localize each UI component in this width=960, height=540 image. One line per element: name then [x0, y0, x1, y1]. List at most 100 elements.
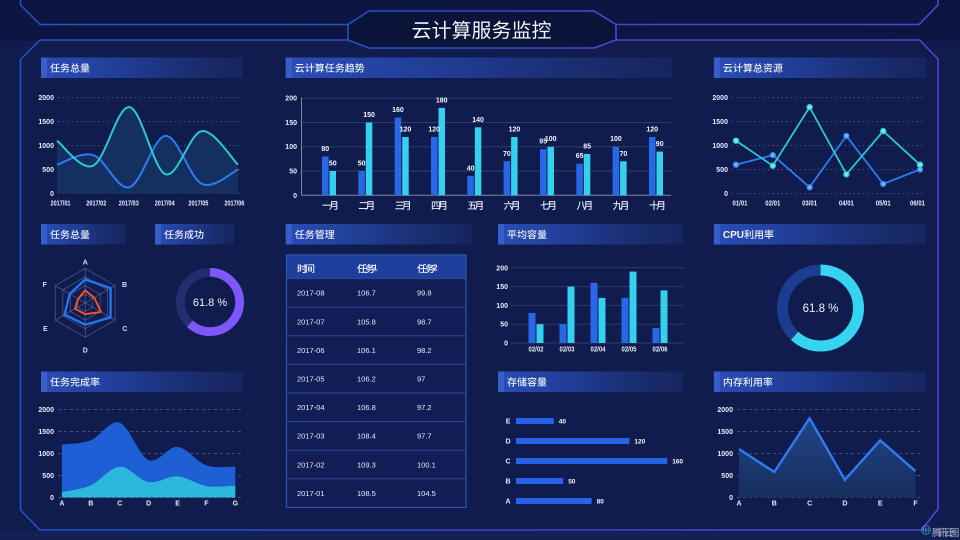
svg-text:108.5: 108.5	[357, 489, 376, 498]
svg-text:100: 100	[285, 144, 297, 151]
svg-text:160: 160	[672, 459, 683, 466]
svg-text:02/05: 02/05	[622, 347, 637, 354]
svg-text:2017-07: 2017-07	[297, 317, 325, 326]
svg-text:99.8: 99.8	[417, 289, 432, 298]
svg-text:C: C	[117, 501, 122, 508]
svg-text:2017-05: 2017-05	[297, 375, 325, 384]
svg-text:120: 120	[646, 127, 658, 134]
svg-text:97.7: 97.7	[417, 432, 432, 441]
svg-text:120: 120	[400, 127, 412, 134]
svg-text:40: 40	[559, 419, 567, 426]
svg-text:02/04: 02/04	[591, 347, 606, 354]
svg-text:2017-08: 2017-08	[297, 289, 325, 298]
svg-text:2000: 2000	[712, 95, 728, 102]
svg-text:61.8 %: 61.8 %	[803, 303, 839, 315]
svg-text:2000: 2000	[38, 407, 54, 414]
svg-text:160: 160	[392, 107, 404, 114]
svg-text:CPU: CPU	[723, 230, 744, 241]
svg-text:2017/02: 2017/02	[86, 201, 106, 208]
svg-text:E: E	[878, 501, 883, 508]
svg-text:150: 150	[496, 284, 508, 291]
svg-text:F: F	[913, 501, 918, 508]
svg-text:50: 50	[568, 479, 576, 486]
svg-text:2017/04: 2017/04	[155, 201, 175, 208]
svg-text:B: B	[772, 501, 777, 508]
svg-text:2017/05: 2017/05	[188, 201, 208, 208]
svg-text:02/02: 02/02	[529, 347, 544, 354]
svg-text:2017/03: 2017/03	[119, 201, 139, 208]
svg-text:2017-06: 2017-06	[297, 346, 325, 355]
svg-text:70: 70	[503, 151, 511, 158]
svg-text:2017/06: 2017/06	[224, 201, 244, 208]
svg-text:80: 80	[597, 499, 605, 506]
svg-text:C: C	[122, 326, 127, 333]
svg-text:0: 0	[504, 341, 508, 348]
svg-text:98.7: 98.7	[417, 317, 432, 326]
svg-text:1000: 1000	[38, 143, 54, 150]
svg-text:2017-04: 2017-04	[297, 403, 325, 412]
svg-text:50: 50	[500, 322, 508, 329]
svg-text:E: E	[506, 419, 511, 426]
svg-text:50: 50	[358, 161, 366, 168]
svg-text:03/01: 03/01	[802, 201, 817, 208]
svg-text:E: E	[43, 326, 48, 333]
svg-text:2017-02: 2017-02	[297, 460, 325, 469]
svg-text:106.7: 106.7	[357, 289, 376, 298]
svg-text:D: D	[146, 501, 151, 508]
svg-text:2017-03: 2017-03	[297, 432, 325, 441]
svg-text:61.8 %: 61.8 %	[193, 297, 227, 309]
svg-text:150: 150	[285, 120, 297, 127]
svg-text:97: 97	[417, 375, 425, 384]
svg-text:200: 200	[285, 96, 297, 103]
svg-text:E: E	[175, 501, 180, 508]
svg-text:2000: 2000	[38, 95, 54, 102]
svg-text:180: 180	[436, 97, 448, 104]
svg-text:105.8: 105.8	[357, 317, 376, 326]
svg-text:104.5: 104.5	[417, 489, 436, 498]
svg-text:500: 500	[721, 473, 733, 480]
svg-text:D: D	[842, 501, 847, 508]
svg-text:D: D	[506, 439, 511, 446]
svg-text:120: 120	[428, 127, 440, 134]
svg-text:95: 95	[539, 139, 547, 146]
svg-text:70: 70	[620, 151, 628, 158]
svg-text:106.8: 106.8	[357, 403, 376, 412]
svg-text:100.1: 100.1	[417, 460, 436, 469]
svg-text:02/06: 02/06	[653, 347, 668, 354]
svg-text:1: 1	[373, 264, 378, 273]
svg-text:1000: 1000	[717, 451, 733, 458]
svg-text:106.1: 106.1	[357, 346, 376, 355]
svg-text:0: 0	[293, 193, 297, 200]
svg-text:109.3: 109.3	[357, 460, 376, 469]
svg-text:1500: 1500	[38, 119, 54, 126]
svg-text:04/01: 04/01	[839, 201, 854, 208]
svg-text:B: B	[122, 282, 127, 289]
svg-text:2000: 2000	[717, 407, 733, 414]
svg-text:108.4: 108.4	[357, 432, 376, 441]
svg-text:D: D	[83, 348, 88, 355]
svg-text:500: 500	[42, 473, 54, 480]
svg-text:90: 90	[656, 141, 664, 148]
svg-text:1000: 1000	[38, 451, 54, 458]
svg-text:01/01: 01/01	[733, 201, 748, 208]
svg-text:C: C	[506, 459, 511, 466]
svg-text:A: A	[506, 499, 511, 506]
svg-text:2: 2	[433, 264, 438, 273]
svg-text:40: 40	[467, 165, 475, 172]
svg-text:120: 120	[634, 439, 645, 446]
svg-text:106.2: 106.2	[357, 375, 376, 384]
svg-text:B: B	[506, 479, 511, 486]
svg-text:1000: 1000	[712, 143, 728, 150]
svg-text:50: 50	[289, 169, 297, 176]
svg-text:0: 0	[50, 191, 54, 198]
svg-text:F: F	[43, 282, 48, 289]
svg-text:65: 65	[576, 153, 584, 160]
svg-text:200: 200	[496, 265, 508, 272]
svg-text:500: 500	[42, 167, 54, 174]
svg-text:A: A	[59, 501, 64, 508]
svg-text:500: 500	[716, 167, 728, 174]
svg-text:C: C	[807, 501, 812, 508]
svg-text:85: 85	[583, 144, 591, 151]
svg-text:0: 0	[724, 191, 728, 198]
svg-text:2017/01: 2017/01	[51, 201, 71, 208]
